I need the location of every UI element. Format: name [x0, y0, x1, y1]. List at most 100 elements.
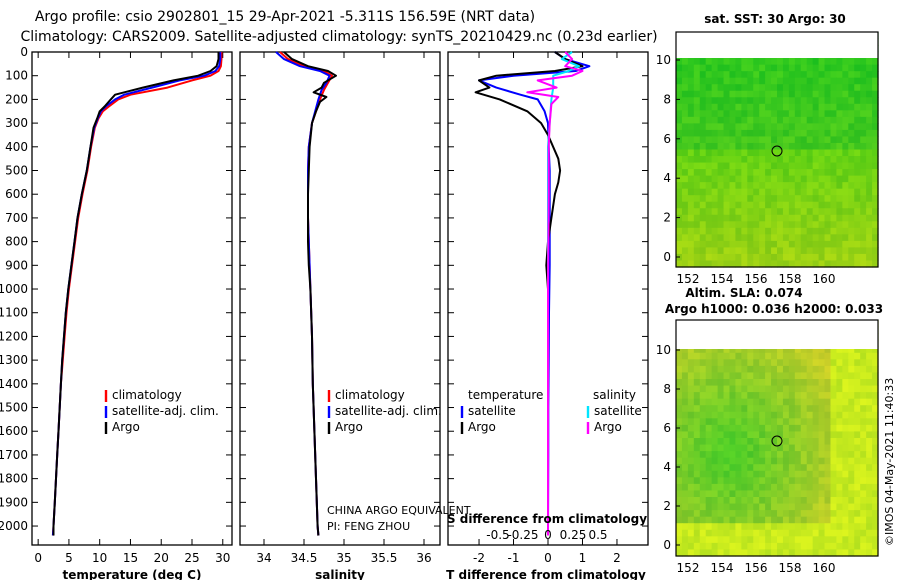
map-cell: [765, 431, 772, 439]
map-cell: [848, 457, 855, 465]
map-cell: [676, 103, 683, 111]
map-cell: [788, 77, 796, 85]
map-cell: [794, 510, 802, 518]
map-cell: [747, 379, 754, 387]
map-cell: [866, 438, 873, 446]
map-cell: [848, 385, 855, 393]
map-cell: [818, 346, 826, 354]
map-cell: [717, 529, 725, 537]
map-cell: [759, 188, 766, 196]
map-cell: [788, 110, 796, 118]
map-cell: [818, 392, 826, 400]
map-cell: [676, 444, 683, 452]
map-cell: [777, 359, 784, 367]
map-cell: [699, 529, 707, 537]
map-cell: [872, 444, 879, 452]
map-cell: [771, 359, 778, 367]
map-cell: [723, 253, 731, 262]
map-cell: [759, 221, 766, 229]
map-cell: [705, 536, 713, 544]
map-cell: [693, 136, 701, 144]
map-cell: [806, 411, 814, 419]
map-cell: [830, 398, 838, 406]
map-cell: [866, 549, 873, 557]
map-cell: [818, 234, 826, 242]
map-cell: [711, 103, 719, 111]
map-cell: [753, 438, 760, 446]
map-cell: [759, 464, 766, 472]
map-cell: [812, 372, 820, 380]
map-cell: [747, 123, 754, 131]
map-cell: [848, 234, 855, 242]
map-cell: [860, 247, 867, 255]
map-cell: [872, 379, 879, 387]
map-cell: [866, 497, 873, 505]
map-cell: [741, 431, 748, 439]
map-cell: [872, 365, 879, 374]
map-cell: [687, 549, 695, 557]
map-lon-label: 160: [813, 561, 836, 575]
map-cell: [705, 483, 713, 492]
map-cell: [812, 379, 820, 387]
map-cell: [723, 71, 731, 79]
map-cell: [753, 470, 760, 478]
map-cell: [723, 195, 731, 203]
map-cell: [705, 175, 713, 183]
map-cell: [741, 214, 748, 222]
map-cell: [705, 438, 713, 446]
map-cell: [806, 510, 814, 518]
map-cell: [842, 346, 849, 354]
map-cell: [800, 175, 808, 183]
map-cell: [806, 64, 814, 72]
map-cell: [771, 90, 778, 98]
map-cell: [759, 490, 766, 498]
map-cell: [794, 149, 802, 157]
map-cell: [860, 195, 867, 203]
map-cell: [842, 477, 849, 485]
map-cell: [711, 503, 719, 511]
map-cell: [687, 234, 695, 242]
map-cell: [771, 162, 778, 170]
map-cell: [824, 411, 832, 419]
depth-tick-label: 1300: [0, 353, 28, 367]
map-cell: [782, 385, 790, 393]
map-cell: [765, 398, 772, 406]
map-cell: [866, 156, 873, 164]
map-cell: [788, 188, 796, 196]
map-cell: [830, 123, 838, 131]
map-cell: [800, 523, 808, 531]
map-cell: [717, 64, 725, 72]
map-cell: [824, 260, 832, 268]
map-cell: [848, 392, 855, 400]
map-lat-label: 6: [663, 132, 671, 146]
map-cell: [812, 195, 820, 203]
map-cell: [729, 221, 737, 229]
map-cell: [759, 234, 766, 242]
map-cell: [747, 516, 754, 524]
map-cell: [723, 156, 731, 164]
x-tick-label: 35.5: [371, 551, 398, 565]
map-cell: [866, 444, 873, 452]
map-cell: [866, 523, 873, 531]
map-cell: [818, 536, 826, 544]
map-cell: [794, 110, 802, 118]
map-cell: [687, 536, 695, 544]
map-cell: [812, 483, 820, 492]
map-cell: [759, 208, 766, 216]
map-cell: [771, 477, 778, 485]
map-cell: [771, 398, 778, 406]
map-cell: [729, 372, 737, 380]
map-cell: [765, 253, 772, 262]
map-cell: [860, 90, 867, 98]
map-cell: [782, 149, 790, 157]
map-cell: [681, 182, 689, 190]
map-cell: [676, 214, 683, 222]
map-cell: [860, 398, 867, 406]
map-cell: [717, 483, 725, 492]
map-cell: [872, 201, 879, 209]
map-cell: [836, 103, 843, 111]
map-cell: [866, 365, 873, 374]
map-cell: [794, 58, 802, 66]
map-cell: [777, 451, 784, 459]
map-cell: [830, 162, 838, 170]
